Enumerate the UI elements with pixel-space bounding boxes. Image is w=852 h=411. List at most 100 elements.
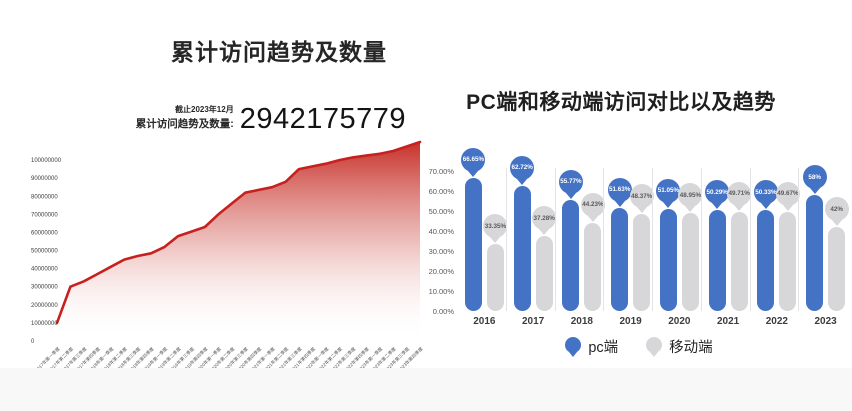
group-separator: [798, 168, 800, 311]
year-group-2022: 50.33% 49.67%: [749, 140, 802, 311]
lollipop-移动端: 49.67%: [775, 140, 800, 311]
y-tick-label: 0: [31, 339, 35, 345]
year-label: 2016: [473, 316, 496, 327]
total-value: 2942175779: [239, 103, 406, 136]
year-label: 2022: [765, 316, 788, 327]
value-balloon-pc端: 58%: [802, 165, 827, 189]
lollipop-plot: 66.65% 33.35% 62.72% 37.28% 55.77% 44.23% 51.6…: [460, 140, 850, 311]
y-axis-tick: 30.00%: [428, 246, 454, 256]
bar-移动端: [486, 244, 504, 311]
bar-移动端: [584, 222, 602, 311]
left-chart-title: 累计访问趋势及数量: [171, 39, 387, 65]
bar-pc端: [611, 207, 629, 311]
group-separator: [749, 168, 751, 311]
bar-pc端: [757, 210, 775, 311]
value-balloon-pc端: 55.77%: [558, 169, 583, 194]
y-axis-tick: 70.00%: [428, 166, 454, 176]
value-balloon-pc端: 51.63%: [607, 177, 632, 202]
y-tick-label: 80000000: [31, 194, 58, 200]
year-group-2019: 51.63% 48.37%: [603, 140, 655, 311]
value-balloon-移动端: 44.23%: [580, 192, 605, 217]
group-separator: [603, 168, 605, 311]
lollipop-pc端: 66.65%: [461, 140, 486, 311]
bar-pc端: [464, 177, 482, 311]
value-balloon-pc端: 50.29%: [705, 180, 730, 205]
y-tick-label: 90000000: [31, 176, 58, 182]
y-tick-label: 10000000: [31, 321, 58, 327]
legend-balloon-icon: [565, 336, 582, 353]
group-separator: [652, 168, 653, 311]
y-tick-label: 50000000: [31, 249, 58, 255]
year-group-2021: 50.29% 49.71%: [700, 140, 753, 311]
legend-balloon-icon: [646, 336, 663, 353]
bottom-strip: [0, 368, 852, 411]
value-balloon-移动端: 48.37%: [629, 184, 654, 209]
y-tick-label: 20000000: [31, 303, 58, 309]
value-balloon-移动端: 49.67%: [775, 181, 800, 206]
y-tick-label: 60000000: [31, 231, 58, 237]
year-group-2018: 55.77% 44.23%: [554, 140, 607, 311]
cumulative-visits-section: 累计访问趋势及数量 截止2023年12月 累计访问趋势及数量: 29421757…: [31, 39, 425, 373]
y-tick-label: 100000000: [31, 158, 62, 164]
lollipop-移动端: 37.28%: [532, 140, 557, 311]
year-group-2017: 62.72% 37.28%: [505, 140, 558, 311]
bar-pc端: [659, 208, 677, 311]
legend: pc端 移动端: [426, 336, 852, 357]
value-balloon-移动端: 37.28%: [532, 206, 557, 231]
group-separator: [554, 168, 556, 311]
bar-移动端: [828, 227, 846, 311]
bar-pc端: [562, 199, 580, 311]
lollipop-移动端: 48.95%: [678, 140, 703, 311]
bar-pc端: [708, 210, 726, 311]
year-label: 2017: [522, 316, 545, 327]
lollipop-pc端: 51.05%: [656, 140, 681, 311]
bar-移动端: [730, 211, 748, 311]
value-balloon-pc端: 51.05%: [656, 178, 681, 203]
bar-移动端: [779, 211, 797, 311]
lollipop-移动端: 42%: [824, 140, 849, 311]
legend-item-pc端: pc端: [565, 336, 618, 357]
year-label: 2019: [619, 316, 642, 327]
bar-移动端: [681, 213, 699, 311]
lollipop-pc端: 55.77%: [558, 140, 583, 311]
lollipop-pc端: 62.72%: [510, 140, 535, 311]
year-group-2020: 51.05% 48.95%: [652, 140, 704, 311]
legend-label: 移动端: [669, 340, 713, 356]
group-separator: [505, 168, 507, 311]
y-tick-label: 40000000: [31, 267, 58, 273]
as-of-date: 截止2023年12月: [175, 105, 234, 114]
y-axis-tick: 40.00%: [428, 226, 454, 236]
bar-移动端: [633, 214, 651, 311]
y-axis-tick: 0.00%: [432, 306, 454, 316]
lollipop-移动端: 44.23%: [580, 140, 605, 311]
lollipop-pc端: 50.29%: [705, 140, 730, 311]
y-tick-label: 30000000: [31, 285, 58, 291]
year-label: 2020: [668, 316, 691, 327]
value-balloon-pc端: 50.33%: [753, 180, 778, 205]
right-chart-y-axis: 70.00% 60.00% 50.00% 40.00% 30.00% 20.00% 10.0…: [426, 0, 456, 411]
value-balloon-pc端: 62.72%: [510, 155, 535, 180]
cumulative-line: [55, 140, 422, 325]
cumulative-area-fill: [57, 142, 420, 341]
lollipop-pc端: 50.33%: [753, 140, 778, 311]
pc-mobile-section: PC端和移动端访问对比以及趋势 70.00% 60.00% 50.00% 40.00%…: [426, 0, 852, 411]
group-separator: [700, 168, 702, 311]
value-balloon-移动端: 49.71%: [727, 181, 752, 206]
right-chart-x-axis: 2016 2017 2018 2019 2020 2021 2022 2023: [460, 316, 850, 327]
lollipop-移动端: 33.35%: [483, 140, 508, 311]
lollipop-pc端: 51.63%: [607, 140, 632, 311]
year-group-2016: 66.65% 33.35%: [460, 140, 509, 311]
y-axis-tick: 60.00%: [428, 186, 454, 196]
right-chart-title: PC端和移动端访问对比以及趋势: [466, 91, 776, 114]
year-label: 2021: [717, 316, 740, 327]
year-label: 2023: [814, 316, 837, 327]
lollipop-移动端: 48.37%: [629, 140, 654, 311]
lollipop-移动端: 49.71%: [727, 140, 752, 311]
value-balloon-移动端: 48.95%: [678, 183, 703, 208]
cumulative-total-caption: 截止2023年12月 累计访问趋势及数量:: [136, 104, 234, 134]
lollipop-pc端: 58%: [802, 140, 827, 311]
bar-移动端: [535, 236, 553, 311]
legend-label: pc端: [588, 340, 619, 356]
cumulative-area-chart: 1000000009000000080000000700000006000000…: [31, 140, 425, 373]
value-balloon-pc端: 66.65%: [461, 147, 486, 172]
